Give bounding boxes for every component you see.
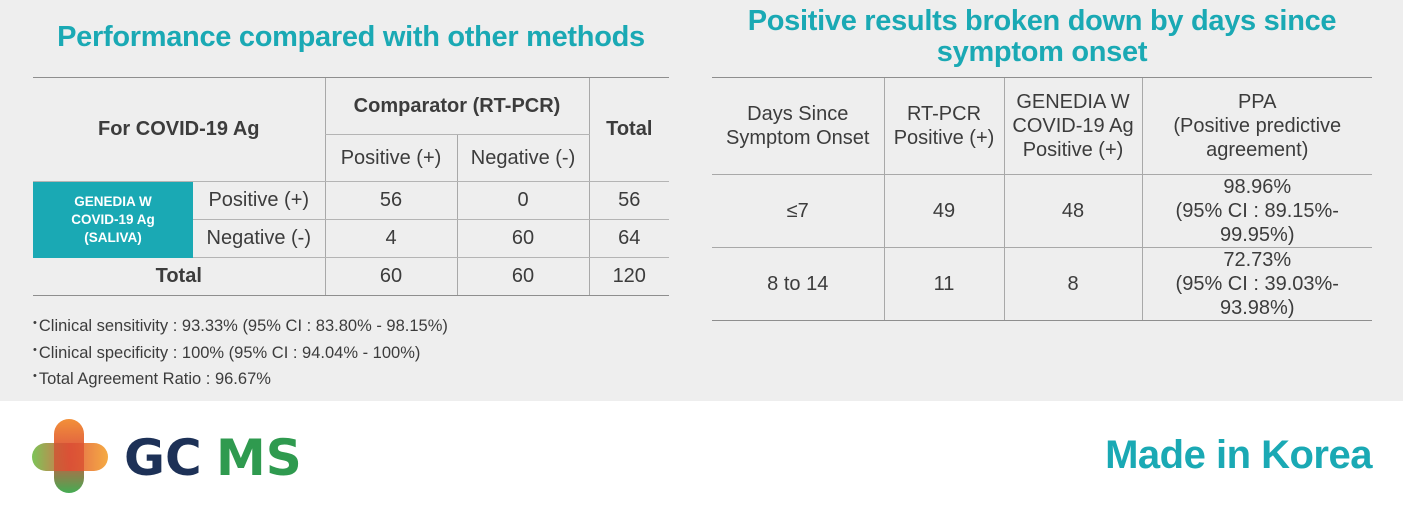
ppa-cell: 98.96% (95% CI : 89.15%- 99.95%) [1141,174,1372,248]
cell-total-pos: 60 [324,257,457,296]
cell-pos-total: 56 [588,181,669,220]
positive-col-header: Positive (+) [324,134,457,182]
days-cell: ≤7 [712,174,884,248]
made-in-korea: Made in Korea [1105,433,1372,477]
logo-ms-text: MS [216,429,302,487]
row-label-negative: Negative (-) [193,219,325,258]
note-agreement: Total Agreement Ratio : 96.67% [33,367,448,394]
total-header: Total [588,77,669,182]
genedia-cell: 8 [1003,247,1142,321]
cell-total-total: 120 [588,257,669,296]
days-onset-table: Days Since Symptom Onset RT-PCR Positive (… [712,77,1372,321]
gcms-logo: GC MS [32,419,302,493]
cell-total-neg: 60 [456,257,589,296]
rtpcr-header: RT-PCR Positive (+) [883,77,1004,175]
logo-gc-text: GC [124,429,202,487]
left-section-title: Performance compared with other methods [57,21,645,53]
days-cell: 8 to 14 [712,247,884,321]
cell-neg-total: 64 [588,219,669,258]
note-specificity: Clinical specificity : 100% (95% CI : 94… [33,341,448,368]
note-sensitivity: Clinical sensitivity : 93.33% (95% CI : … [33,314,448,341]
ppa-cell: 72.73% (95% CI : 39.03%- 93.98%) [1141,247,1372,321]
genedia-header: GENEDIA W COVID-19 Ag Positive (+) [1003,77,1142,175]
rtpcr-cell: 11 [883,247,1004,321]
cell-neg-pos: 4 [324,219,457,258]
clinical-notes: Clinical sensitivity : 93.33% (95% CI : … [33,314,448,394]
rtpcr-cell: 49 [883,174,1004,248]
genedia-cell: 48 [1003,174,1142,248]
performance-table: For COVID-19 Ag Comparator (RT-PCR) Tota… [33,77,669,296]
cross-mark-icon [32,419,108,493]
total-row-label: Total [33,257,325,296]
comparator-header: Comparator (RT-PCR) [324,77,589,135]
days-header: Days Since Symptom Onset [712,77,884,175]
cell-pos-pos: 56 [324,181,457,220]
row-label-positive: Positive (+) [193,181,325,220]
ppa-header: PPA (Positive predictive agreement) [1141,77,1372,175]
cell-pos-neg: 0 [456,181,589,220]
for-covid-header: For COVID-19 Ag [33,77,325,182]
cell-neg-neg: 60 [456,219,589,258]
negative-col-header: Negative (-) [456,134,589,182]
footer-band [0,401,1403,505]
right-section-title: Positive results broken down by days sin… [747,5,1337,68]
genedia-saliva-label: GENEDIA W COVID-19 Ag (SALIVA) [33,181,193,258]
